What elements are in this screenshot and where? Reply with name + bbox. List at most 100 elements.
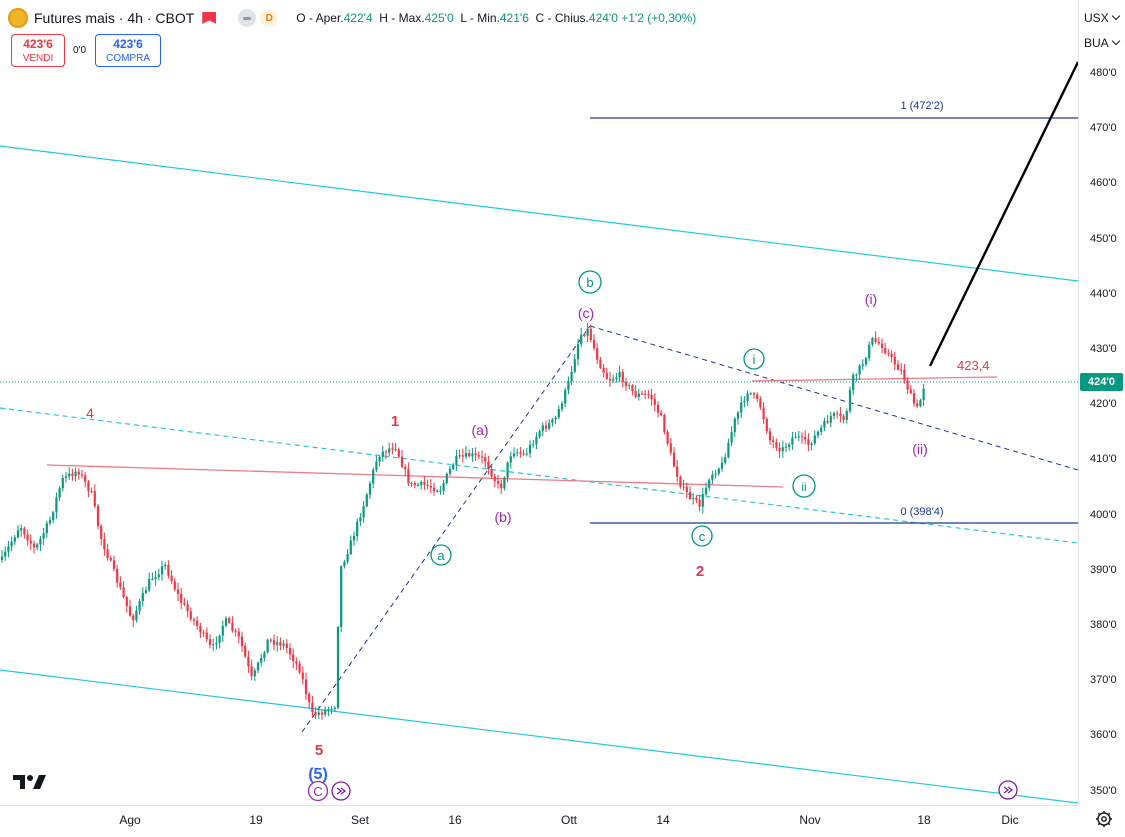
candle-body [848,390,852,412]
candle-body [807,439,810,445]
symbol-title[interactable]: Futures mais · 4h · CBOT [34,10,195,26]
channel-lower-line[interactable] [0,669,1078,804]
candle-body [912,393,916,404]
candle-body [458,455,461,457]
low-value: 421'6 [499,11,529,25]
candle-body [909,389,912,394]
candle-body [698,499,701,507]
time-tick-label: 19 [249,813,263,827]
settings-gear-icon[interactable] [1095,810,1113,828]
jump-to-realtime-icon[interactable] [998,780,1018,800]
candle-body [295,661,298,664]
candle-body [589,328,592,340]
price-tick-label: 460'0 [1090,177,1117,190]
chart-pane[interactable]: 1 (472'2) 0 (398'4) 423,4 4 1 5 2 (a) (b… [0,0,1078,805]
candle-body [864,358,868,365]
dashed-trendline-desc[interactable] [589,325,1078,471]
price-tick-label: 440'0 [1090,287,1117,300]
candle-body [423,481,426,485]
buy-button[interactable]: 423'6 COMPRA [95,34,162,67]
candle-body [132,615,135,621]
minus-icon[interactable] [238,9,257,27]
candle-body [749,393,752,395]
candle-body [452,464,455,469]
wave-circle-ii: ii [792,474,816,498]
unit-selector[interactable]: BUA [1084,36,1120,50]
candle-body [7,546,10,552]
svg-text:b: b [586,275,593,290]
candle-body [260,658,263,663]
price-tick-label: 390'0 [1090,563,1117,576]
currency-selector[interactable]: USX [1084,11,1120,25]
flag-icon[interactable] [202,12,217,24]
candle-body [381,451,384,457]
candle-body [519,452,522,454]
wave-circle-b: b [578,270,602,294]
svg-text:C: C [313,784,322,799]
candle-body [637,393,640,397]
dividend-badge[interactable]: D [260,9,279,27]
chevron-down-icon [1111,36,1120,46]
candle-body [413,482,416,486]
sell-label: VENDI [22,53,54,64]
candle-body [87,481,90,492]
candle-body [916,403,919,407]
candle-body [29,540,32,544]
candle-body [26,534,29,541]
candle-body [896,364,900,370]
time-tick-label: Ott [560,813,578,827]
candle-body [279,642,282,646]
time-tick-label: 14 [656,813,670,827]
channel-upper-line[interactable] [0,145,1078,282]
candle-body [180,594,183,603]
time-tick-label: 16 [448,813,462,827]
resistance-line-red[interactable] [46,464,784,488]
candle-body [557,409,560,418]
candle-body [730,432,733,443]
wave-circle-C: C [307,780,329,802]
candle-body [679,476,682,487]
candle-body [346,554,349,562]
candle-body [733,418,736,433]
candle-body [224,618,228,626]
wave-label-b-paren: (b) [494,509,511,525]
candle-body [612,379,615,381]
candle-body [384,451,388,453]
price-tick-label: 370'0 [1090,674,1117,687]
candle-body [532,444,535,446]
candle-body [484,457,487,462]
legend-indicators[interactable]: D [238,9,279,27]
jump-to-realtime-icon[interactable] [331,781,351,801]
wave-label-a-paren: (a) [471,422,488,438]
candle-body [688,492,692,500]
sell-button[interactable]: 423'6 VENDI [11,34,65,67]
candle-body [160,566,164,575]
candle-body [580,334,583,345]
level-line-423[interactable] [751,376,998,382]
candle-body [717,468,720,474]
candle-body [522,453,525,455]
candle-body [212,644,215,646]
price-axis[interactable]: 480'0 470'0 460'0 450'0 440'0 430'0 420'0 410'0… [1078,0,1125,805]
candle-body [570,371,573,382]
wave-label-1: 1 [391,413,399,430]
time-axis[interactable]: Ago 19 Set 16 Ott 14 Nov 18 Dic [0,805,1078,837]
candle-body [96,506,100,526]
candle-body [317,712,320,715]
candle-body [525,453,528,455]
candle-body [528,444,532,454]
price-chart[interactable]: 1 (472'2) 0 (398'4) 423,4 4 1 5 2 (a) (b… [0,0,1078,805]
tradingview-logo-icon[interactable] [13,773,47,791]
candle-body [772,440,775,443]
wave-label-5: 5 [315,742,323,759]
candle-body [42,533,45,539]
candle-body [173,581,176,590]
projection-line[interactable] [928,61,1078,367]
dashed-trendline-ab[interactable] [301,325,591,733]
time-tick-label: Dic [1001,813,1019,827]
candle-body [231,622,234,631]
close-value: 424'0 [588,11,618,25]
candle-body [858,365,861,375]
candle-body [400,456,404,467]
dashed-trendline-teal[interactable] [0,407,1078,544]
